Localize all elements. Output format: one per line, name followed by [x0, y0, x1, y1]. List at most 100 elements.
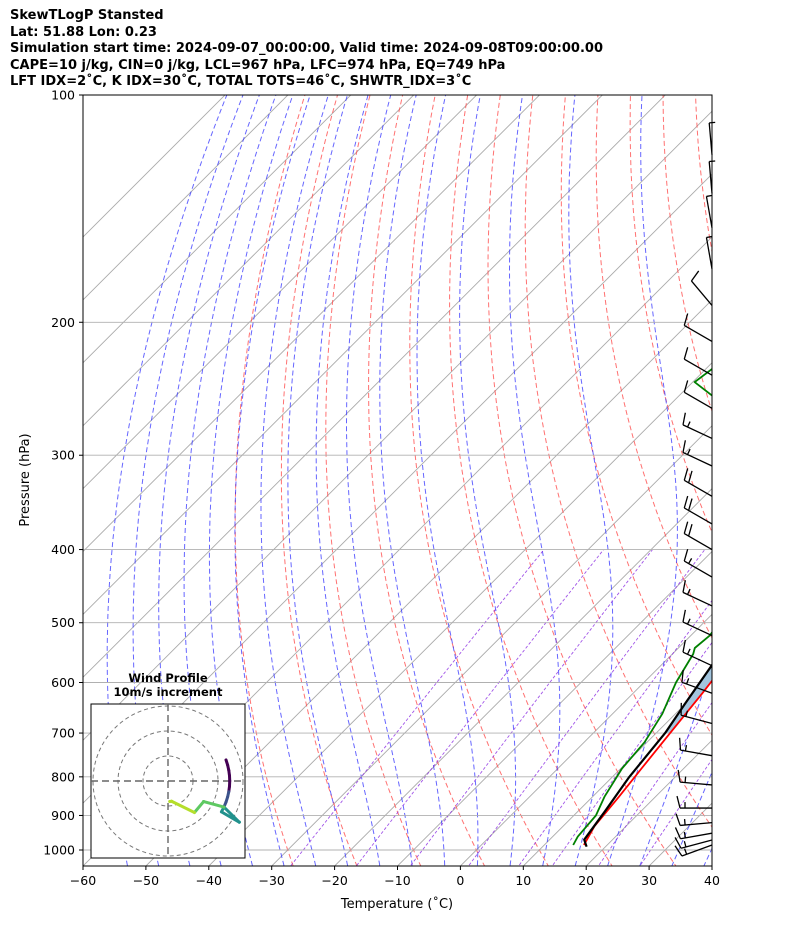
moist-adiabat-line	[607, 95, 678, 866]
wind-barb	[690, 270, 713, 306]
dry-adiabat-line	[325, 95, 422, 866]
wind-barb	[683, 347, 713, 376]
moist-adiabat-line	[183, 95, 277, 866]
isotherm-line	[459, 613, 712, 866]
parcel-line	[583, 663, 712, 848]
dry-adiabat-line	[487, 95, 677, 866]
dry-adiabats	[234, 61, 794, 882]
hodograph-segment	[170, 799, 196, 815]
wind-barb	[674, 844, 713, 857]
hodograph-segment	[192, 800, 206, 815]
x-tick-label: 40	[704, 873, 720, 888]
y-axis-label: Pressure (hPa)	[18, 433, 33, 526]
wind-barb	[682, 440, 713, 467]
dry-adiabat-line	[524, 95, 712, 828]
dry-adiabat-line	[595, 95, 712, 639]
wind-barb	[683, 380, 713, 409]
moist-adiabat-line	[287, 95, 349, 866]
moist-adiabat-line	[234, 95, 311, 866]
moist-adiabat-line	[459, 95, 517, 866]
x-tick-label: −30	[259, 873, 285, 888]
moist-adiabat-line	[208, 95, 294, 866]
moist-adiabat-line	[639, 662, 712, 866]
moist-adiabat-line	[346, 95, 413, 866]
wind-barb	[675, 813, 713, 827]
y-tick-label: 600	[51, 675, 75, 690]
y-tick-label: 1000	[43, 843, 75, 858]
temperature-line	[583, 679, 712, 846]
indices-line-1: CAPE=10 j/kg, CIN=0 j/kg, LCL=967 hPa, L…	[10, 57, 506, 73]
dry-adiabat-line	[662, 95, 712, 413]
chart-title: SkewTLogP Stansted	[10, 8, 164, 23]
isotherm-line	[396, 550, 712, 866]
wind-barb	[683, 495, 713, 525]
x-axis-label: Temperature (˚C)	[340, 896, 453, 912]
dry-adiabat-line	[695, 95, 712, 255]
x-tick-label: −20	[321, 873, 347, 888]
y-tick-label: 100	[51, 88, 75, 103]
moist-adiabat-line	[379, 95, 446, 866]
isotherm-line	[208, 362, 712, 866]
moist-adiabat-line	[508, 95, 561, 866]
location-line: Lat: 51.88 Lon: 0.23	[10, 24, 157, 40]
inset-subtitle: 10m/s increment	[114, 685, 223, 699]
moist-adiabat-line	[568, 95, 614, 866]
dry-adiabat-line	[280, 95, 358, 866]
mixing-ratio-line	[551, 641, 712, 866]
axis-ticks: −60 −50 −40 −30 −20 −10 0 10 20 30 40 100 200 300 400 5…	[43, 88, 720, 889]
moist-adiabat-line	[416, 95, 479, 866]
wind-barb	[683, 313, 713, 342]
x-tick-label: −50	[133, 873, 159, 888]
isotherm-line	[83, 95, 415, 427]
mixing-ratio-lines	[290, 549, 712, 866]
mixing-ratio-line	[639, 758, 712, 866]
wind-barb	[682, 639, 713, 667]
isotherm-line	[522, 676, 712, 866]
mixing-ratio-line	[290, 549, 545, 866]
isotherm-line	[648, 802, 712, 866]
moist-adiabat-line	[760, 78, 794, 881]
y-tick-label: 900	[51, 808, 75, 823]
wind-barb	[708, 121, 716, 155]
y-tick-label: 200	[51, 315, 75, 330]
isotherms	[83, 95, 712, 866]
dry-adiabat-line	[560, 95, 712, 737]
inset-rings	[91, 704, 245, 858]
isotherm-line	[83, 110, 712, 741]
isotherm-line	[585, 739, 712, 866]
y-tick-label: 400	[51, 542, 75, 557]
isotherm-line	[83, 95, 289, 301]
x-tick-label: −10	[384, 873, 410, 888]
isotherm-line	[145, 299, 712, 866]
hodograph-segment	[202, 800, 226, 809]
wind-barb	[680, 702, 713, 725]
wind-barb	[678, 737, 713, 757]
isotherm-line	[83, 95, 226, 238]
wind-barb	[682, 580, 713, 607]
mixing-ratio-line	[355, 549, 604, 866]
wind-barb	[681, 669, 713, 694]
wind-barb	[683, 468, 713, 497]
dewpoint-line	[572, 367, 712, 846]
hodograph-segment	[222, 805, 241, 824]
mixing-ratio-line	[467, 549, 706, 866]
y-tick-label: 300	[51, 448, 75, 463]
wind-barb	[674, 827, 713, 840]
isotherm-line	[83, 95, 478, 490]
wind-barb	[683, 521, 713, 551]
dry-adiabat-line	[727, 61, 794, 882]
wind-barb	[705, 235, 713, 270]
profiles	[572, 367, 712, 848]
moist-adiabat-line	[158, 95, 260, 866]
moist-adiabat-line	[106, 95, 228, 866]
x-tick-label: 30	[641, 873, 657, 888]
dry-adiabat-line	[790, 61, 794, 882]
wind-barb	[677, 769, 713, 786]
chart-header: SkewTLogP Stansted Lat: 51.88 Lon: 0.23 …	[10, 8, 790, 91]
inset-title: Wind Profile	[128, 671, 208, 685]
y-tick-label: 500	[51, 615, 75, 630]
dry-adiabat-line	[409, 95, 549, 866]
wind-barb	[682, 412, 713, 439]
